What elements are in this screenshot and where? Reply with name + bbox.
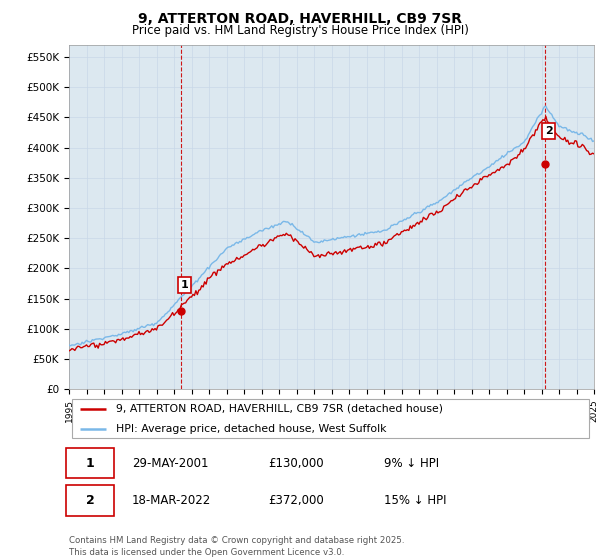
Text: Price paid vs. HM Land Registry's House Price Index (HPI): Price paid vs. HM Land Registry's House …: [131, 24, 469, 37]
Text: 15% ↓ HPI: 15% ↓ HPI: [384, 494, 446, 507]
Text: 9, ATTERTON ROAD, HAVERHILL, CB9 7SR (detached house): 9, ATTERTON ROAD, HAVERHILL, CB9 7SR (de…: [116, 404, 443, 414]
Text: £130,000: £130,000: [269, 456, 324, 470]
Text: 29-MAY-2001: 29-MAY-2001: [132, 456, 209, 470]
Text: Contains HM Land Registry data © Crown copyright and database right 2025.
This d: Contains HM Land Registry data © Crown c…: [69, 536, 404, 557]
Text: 9, ATTERTON ROAD, HAVERHILL, CB9 7SR: 9, ATTERTON ROAD, HAVERHILL, CB9 7SR: [138, 12, 462, 26]
Text: £372,000: £372,000: [269, 494, 324, 507]
Text: 1: 1: [86, 456, 94, 470]
FancyBboxPatch shape: [67, 447, 113, 478]
Text: 2: 2: [86, 494, 94, 507]
Text: HPI: Average price, detached house, West Suffolk: HPI: Average price, detached house, West…: [116, 424, 387, 434]
Text: 2: 2: [545, 126, 553, 136]
Text: 9% ↓ HPI: 9% ↓ HPI: [384, 456, 439, 470]
FancyBboxPatch shape: [67, 485, 113, 516]
Text: 1: 1: [181, 280, 188, 290]
Text: 18-MAR-2022: 18-MAR-2022: [132, 494, 211, 507]
FancyBboxPatch shape: [71, 399, 589, 438]
